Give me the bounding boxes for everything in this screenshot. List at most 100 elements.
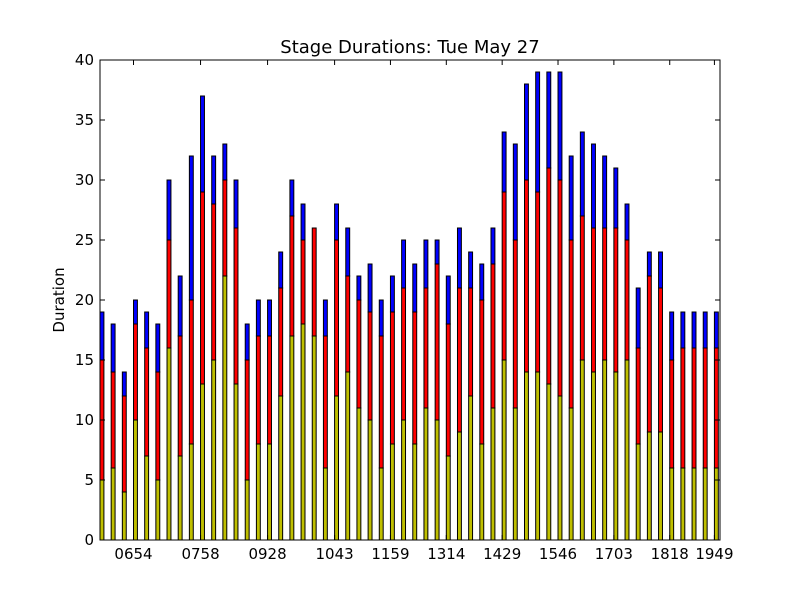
bar-segment-3 — [233, 179, 239, 229]
bar-segment-3 — [669, 311, 675, 361]
bar-segment-1 — [524, 371, 529, 541]
bar-segment-2 — [680, 347, 686, 469]
bar-segment-2 — [568, 239, 574, 409]
bar-segment-2 — [591, 227, 596, 373]
plot-frame — [99, 59, 721, 541]
bar-segment-3 — [546, 71, 552, 169]
bar-segment-3 — [456, 227, 462, 289]
bar-segment-3 — [255, 299, 261, 337]
bar-segment-1 — [691, 467, 697, 541]
bar-segment-2 — [434, 263, 440, 421]
bar-segment-1 — [300, 323, 306, 541]
y-tick-label: 35 — [75, 111, 94, 129]
bar-segment-1 — [557, 395, 563, 541]
x-tick-label: 1314 — [427, 545, 465, 563]
bar-segment-1 — [133, 419, 138, 541]
bar-segment-3 — [490, 227, 496, 265]
bar-segment-1 — [702, 467, 708, 541]
bar-segment-2 — [501, 191, 507, 361]
bar-segment-1 — [345, 371, 351, 541]
bar-segment-3 — [155, 323, 161, 373]
bar-segment-1 — [434, 419, 440, 541]
bar-segment-2 — [468, 287, 474, 397]
bar-segment-3 — [267, 299, 272, 337]
bar-segment-3 — [367, 263, 373, 313]
bar-segment-3 — [468, 251, 474, 289]
bar-segment-3 — [121, 371, 127, 397]
bar-segment-2 — [423, 287, 429, 409]
bar-segment-3 — [445, 275, 451, 325]
bar-segment-2 — [110, 371, 116, 469]
bar-segment-1 — [501, 359, 507, 541]
bar-segment-3 — [389, 275, 395, 313]
bar-segment-1 — [401, 419, 407, 541]
bar-segment-2 — [222, 179, 228, 277]
bar-segment-1 — [591, 371, 596, 541]
bar-segment-2 — [490, 263, 496, 409]
bar-segment-2 — [635, 347, 641, 445]
bar-segment-1 — [255, 443, 261, 541]
bar-segment-3 — [434, 239, 440, 265]
bar-segment-3 — [99, 311, 105, 361]
bar-segment-3 — [378, 299, 384, 337]
bar-segment-1 — [658, 431, 663, 541]
y-axis-label: Duration — [50, 267, 68, 332]
bar-segment-1 — [635, 443, 641, 541]
bar-segment-1 — [244, 479, 250, 541]
bar-segment-3 — [334, 203, 339, 241]
bar-segment-3 — [658, 251, 663, 289]
x-tick-label: 1949 — [695, 545, 733, 563]
x-tick-label: 1429 — [483, 545, 521, 563]
bar-segment-1 — [568, 407, 574, 541]
bar-segment-3 — [200, 95, 205, 193]
bar-segment-2 — [546, 167, 552, 385]
bar-segment-2 — [702, 347, 708, 469]
bar-segment-3 — [110, 323, 116, 373]
bar-segment-3 — [322, 299, 328, 337]
bar-segment-2 — [311, 227, 317, 337]
bar-segment-3 — [144, 311, 150, 349]
bar-segment-2 — [412, 311, 418, 445]
bar-segment-1 — [490, 407, 496, 541]
bar-segment-2 — [255, 335, 261, 445]
bar-segment-1 — [512, 407, 518, 541]
bar-segment-3 — [222, 143, 228, 181]
bar-segment-2 — [133, 323, 138, 421]
bar-segment-3 — [278, 251, 284, 289]
bar-segment-2 — [512, 239, 518, 409]
bar-segment-3 — [479, 263, 485, 301]
bar-segment-1 — [412, 443, 418, 541]
bar-segment-2 — [345, 275, 351, 373]
y-tick-label: 40 — [75, 51, 94, 69]
bar-segment-3 — [579, 131, 585, 217]
bar-segment-3 — [356, 275, 362, 301]
bar-segment-2 — [334, 239, 339, 397]
bar-segment-3 — [602, 155, 608, 229]
bar-segment-2 — [658, 287, 663, 433]
y-tick-label: 30 — [75, 171, 94, 189]
bar-segment-2 — [579, 215, 585, 361]
bar-segment-2 — [378, 335, 384, 469]
bar-segment-1 — [389, 443, 395, 541]
bar-segment-1 — [713, 467, 719, 541]
bar-segment-3 — [568, 155, 574, 241]
bar-segment-1 — [456, 431, 462, 541]
bar-segment-3 — [166, 179, 172, 241]
bar-segment-2 — [267, 335, 272, 445]
bar-segment-1 — [646, 431, 652, 541]
x-tick-label: 1703 — [595, 545, 633, 563]
bar-segment-1 — [423, 407, 429, 541]
bar-segment-3 — [512, 143, 518, 241]
bar-segment-3 — [211, 155, 217, 205]
bar-segment-3 — [624, 203, 630, 241]
bar-segment-2 — [244, 359, 250, 481]
bar-segment-3 — [713, 311, 719, 349]
x-tick-label: 0758 — [181, 545, 219, 563]
x-tick-label: 0928 — [248, 545, 286, 563]
bar-segment-1 — [267, 443, 272, 541]
bar-segment-3 — [133, 299, 138, 325]
bar-segment-2 — [356, 299, 362, 409]
bar-segment-1 — [378, 467, 384, 541]
bar-segment-2 — [624, 239, 630, 361]
